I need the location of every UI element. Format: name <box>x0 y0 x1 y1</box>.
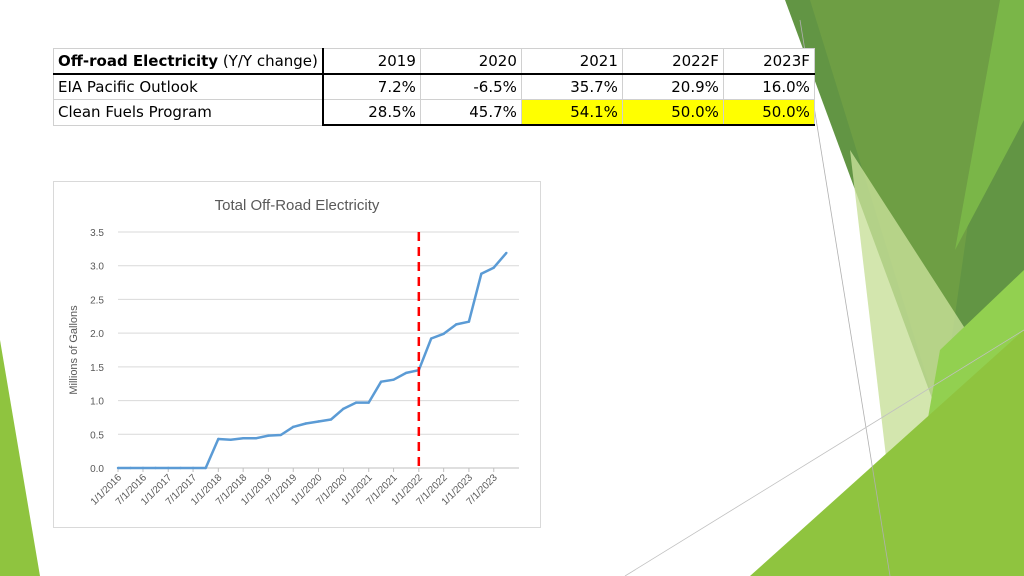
year-header: 2019 <box>322 48 421 75</box>
data-point <box>304 422 308 425</box>
y-tick-label: 2.5 <box>90 295 104 306</box>
data-point <box>229 438 232 441</box>
table-cell: 28.5% <box>322 99 421 126</box>
data-point <box>116 466 120 470</box>
data-point <box>141 466 145 470</box>
data-point <box>429 337 433 340</box>
data-point <box>505 251 508 255</box>
y-tick-label: 0.5 <box>90 430 104 441</box>
table-cell: 7.2% <box>322 73 421 100</box>
row-label: Clean Fuels Program <box>52 99 324 126</box>
table-header-label: Off-road Electricity (Y/Y change) <box>52 48 324 75</box>
data-point <box>342 407 345 410</box>
table-row: Clean Fuels Program 28.5% 45.7% 54.1% 50… <box>52 99 815 126</box>
table-cell: 16.0% <box>722 73 815 100</box>
table-cell: -6.5% <box>419 73 522 100</box>
data-point <box>191 466 195 470</box>
year-header: 2020 <box>419 48 522 75</box>
data-point <box>204 466 207 470</box>
table-cell: 50.0% <box>722 99 815 126</box>
table-cell: 20.9% <box>621 73 724 100</box>
y-axis-label: Millions of Gallons <box>68 305 80 395</box>
data-point <box>292 425 295 429</box>
y-tick-label: 2.0 <box>90 329 104 340</box>
data-point <box>492 266 495 269</box>
data-point <box>267 434 270 437</box>
data-point <box>154 466 157 470</box>
y-tick-label: 1.5 <box>90 363 104 374</box>
data-point <box>329 418 333 421</box>
year-header: 2022F <box>621 48 724 75</box>
header-bold-text: Off-road Electricity <box>58 52 219 70</box>
year-header: 2023F <box>722 48 815 75</box>
data-point <box>354 401 358 404</box>
year-header: 2021 <box>520 48 623 75</box>
data-point <box>480 272 483 276</box>
table-cell: 50.0% <box>621 99 724 126</box>
data-point <box>455 323 458 326</box>
data-point <box>404 371 408 375</box>
chart-title: Total Off-Road Electricity <box>215 197 380 214</box>
data-point <box>129 466 132 470</box>
data-point <box>167 466 170 470</box>
data-point <box>179 466 182 470</box>
data-point <box>467 320 471 323</box>
data-point <box>241 437 245 440</box>
data-point <box>317 420 320 423</box>
data-point <box>392 378 395 381</box>
table-header-row: Off-road Electricity (Y/Y change) 2019 2… <box>52 48 815 75</box>
row-label: EIA Pacific Outlook <box>52 73 324 100</box>
series-line <box>118 252 508 470</box>
header-rest-text: (Y/Y change) <box>218 52 318 70</box>
data-point <box>217 437 220 441</box>
table-row: EIA Pacific Outlook 7.2% -6.5% 35.7% 20.… <box>52 73 815 100</box>
data-point <box>279 433 282 437</box>
yoy-table: Off-road Electricity (Y/Y change) 2019 2… <box>52 48 815 126</box>
y-tick-label: 3.5 <box>90 228 104 239</box>
data-point <box>442 332 445 336</box>
y-tick-label: 3.0 <box>90 262 104 273</box>
table-cell: 35.7% <box>520 73 623 100</box>
line-chart: Total Off-Road Electricity 0.0 0.5 1.0 1.5 2.… <box>53 181 541 528</box>
table-cell: 45.7% <box>419 99 522 126</box>
data-point <box>367 401 370 404</box>
data-point <box>379 380 383 383</box>
y-tick-label: 1.0 <box>90 397 104 408</box>
data-point <box>254 437 257 440</box>
table-cell: 54.1% <box>520 99 623 126</box>
y-tick-label: 0.0 <box>90 464 104 475</box>
chart-canvas: Total Off-Road Electricity 0.0 0.5 1.0 1.5 2.… <box>68 197 519 508</box>
